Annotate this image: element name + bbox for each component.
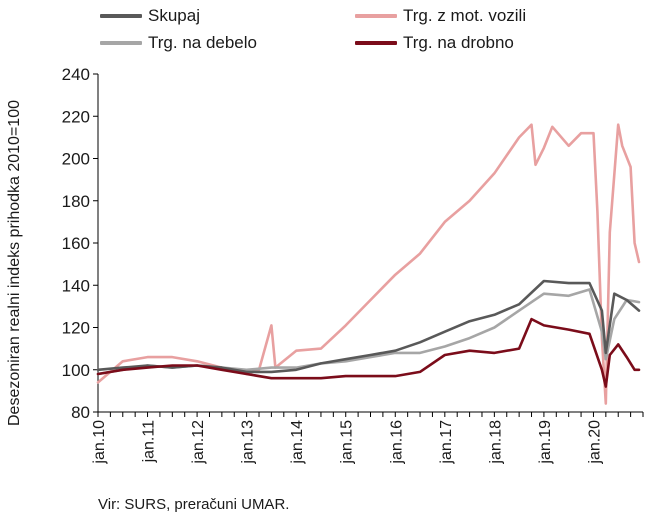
x-tick-label: jan.14 [289,420,306,465]
y-axis-title: Desezoniran realni indeks prihodka 2010=… [4,74,26,452]
legend-label-skupaj: Skupaj [148,6,200,25]
legend-label-motorna-vozila: Trg. z mot. vozili [403,6,527,25]
x-tick-label: jan.12 [190,420,207,465]
y-axis-label: Desezoniran realni indeks prihodka 2010=… [6,100,23,426]
x-tick-label: jan.17 [438,420,455,465]
x-tick-label: jan.10 [91,420,108,465]
legend-item-drobno: Trg. na drobno [355,33,514,53]
x-tick-label: jan.16 [388,420,405,465]
series-line-trg-z-mot-vozili [96,123,641,405]
legend-swatch-debelo [100,41,142,45]
legend-item-motorna-vozila: Trg. z mot. vozili [355,6,526,26]
x-tick-label: jan.13 [240,420,257,465]
legend-item-skupaj: Skupaj [100,6,200,26]
legend-swatch-motorna-vozila [355,14,397,18]
legend: Skupaj Trg. z mot. vozili Trg. na debelo… [0,6,654,54]
x-tick-label: jan.15 [339,420,356,465]
series-line-trg-na-drobno [96,317,641,388]
y-tick-label: 120 [62,319,90,338]
legend-swatch-skupaj [100,14,142,18]
y-tick-label: 80 [71,403,90,422]
x-tick-label: jan.18 [487,420,504,465]
y-tick-label: 240 [62,65,90,84]
y-tick-label: 160 [62,234,90,253]
legend-label-drobno: Trg. na drobno [403,33,514,52]
y-tick-label: 140 [62,276,90,295]
y-tick-label: 100 [62,361,90,380]
y-tick-label: 180 [62,192,90,211]
x-tick-label: jan.20 [586,420,603,465]
legend-label-debelo: Trg. na debelo [148,33,257,52]
source-note: Vir: SURS, preračuni UMAR. [98,496,290,513]
legend-swatch-drobno [355,41,397,45]
x-tick-label: jan.19 [537,420,554,465]
y-tick-label: 220 [62,107,90,126]
x-tick-label: jan.11 [141,420,158,464]
y-tick-label: 200 [62,150,90,169]
legend-item-debelo: Trg. na debelo [100,33,257,53]
